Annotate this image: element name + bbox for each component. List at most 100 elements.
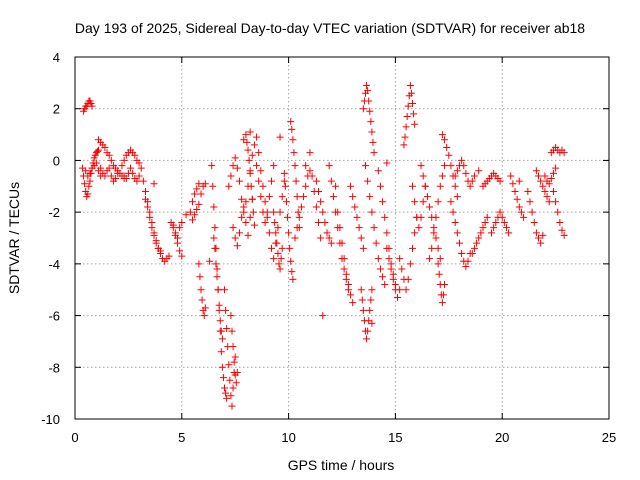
data-point [400, 141, 408, 149]
data-point [230, 358, 238, 366]
data-point [532, 229, 540, 237]
data-point [367, 296, 375, 304]
data-point [398, 265, 406, 273]
series-seg34 [359, 81, 378, 157]
data-point [233, 242, 241, 250]
data-point [342, 270, 350, 278]
series-seg11 [169, 218, 186, 242]
data-point [146, 213, 154, 221]
data-point [244, 146, 252, 154]
data-point [545, 180, 553, 188]
data-point [364, 177, 372, 185]
data-point [408, 182, 416, 190]
data-point [363, 81, 371, 89]
data-point [366, 107, 374, 115]
data-point [447, 198, 455, 206]
data-point [272, 229, 280, 237]
data-point [193, 206, 201, 214]
data-point [539, 182, 547, 190]
data-point [317, 234, 325, 242]
data-point [215, 301, 223, 309]
data-point [245, 156, 253, 164]
data-point [131, 151, 139, 159]
data-point [217, 348, 225, 356]
data-point [411, 120, 419, 128]
data-point [530, 218, 538, 226]
data-point [129, 169, 137, 177]
data-point [93, 147, 101, 155]
chart-title: Day 193 of 2025, Sidereal Day-to-day VTE… [75, 20, 585, 36]
series-seg45 [447, 198, 474, 270]
x-tick-label: 20 [495, 430, 509, 445]
data-point [86, 177, 94, 185]
data-point [225, 182, 233, 190]
data-point [404, 275, 412, 283]
data-point [537, 239, 545, 247]
data-point [372, 239, 380, 247]
data-point [249, 208, 257, 216]
data-point [188, 216, 196, 224]
data-point [208, 162, 216, 170]
data-point [464, 257, 472, 265]
data-point [552, 198, 560, 206]
data-point [82, 167, 90, 175]
data-point [359, 244, 367, 252]
data-point [238, 213, 246, 221]
data-point [248, 195, 256, 203]
data-point [306, 149, 314, 157]
data-point [84, 190, 92, 198]
data-point [470, 172, 478, 180]
data-point [460, 162, 468, 170]
data-point [502, 224, 510, 232]
data-point [105, 151, 113, 159]
data-point [292, 177, 300, 185]
data-point [122, 175, 130, 183]
y-tick-label: -8 [48, 360, 60, 375]
data-point [94, 146, 102, 154]
data-point [141, 187, 149, 195]
y-tick-label: -10 [41, 412, 60, 427]
data-point [242, 131, 250, 139]
data-point [195, 200, 203, 208]
data-point [428, 244, 436, 252]
data-point [246, 128, 254, 136]
data-point [458, 250, 466, 258]
y-axis-label: SDTVAR / TECUs [6, 182, 22, 294]
series-seg26 [287, 118, 303, 232]
data-point [294, 208, 302, 216]
data-point [358, 296, 366, 304]
data-point [334, 208, 342, 216]
series-seg42 [426, 162, 449, 263]
data-point [387, 265, 395, 273]
data-point [169, 221, 177, 229]
data-point [211, 244, 219, 252]
data-point [196, 273, 204, 281]
data-point [276, 208, 284, 216]
series-seg12 [186, 180, 203, 216]
data-point [526, 198, 534, 206]
data-point [235, 177, 243, 185]
y-tick-label: 4 [53, 50, 60, 65]
data-point [229, 343, 237, 351]
data-point [228, 402, 236, 410]
data-point [188, 198, 196, 206]
series-seg37 [383, 244, 404, 301]
data-point [293, 193, 301, 201]
series-seg43 [434, 260, 449, 307]
data-point [178, 252, 186, 260]
data-point [451, 182, 459, 190]
series-seg52 [532, 167, 553, 206]
series-seg18 [227, 312, 241, 387]
data-point [415, 224, 423, 232]
data-point [223, 394, 231, 402]
data-point [201, 304, 209, 312]
series-seg28 [306, 149, 325, 242]
data-point [370, 149, 378, 157]
data-point [290, 149, 298, 157]
data-point [421, 182, 429, 190]
series-seg20 [229, 195, 256, 250]
data-point [156, 247, 164, 255]
data-point [289, 136, 297, 144]
data-point [468, 250, 476, 258]
